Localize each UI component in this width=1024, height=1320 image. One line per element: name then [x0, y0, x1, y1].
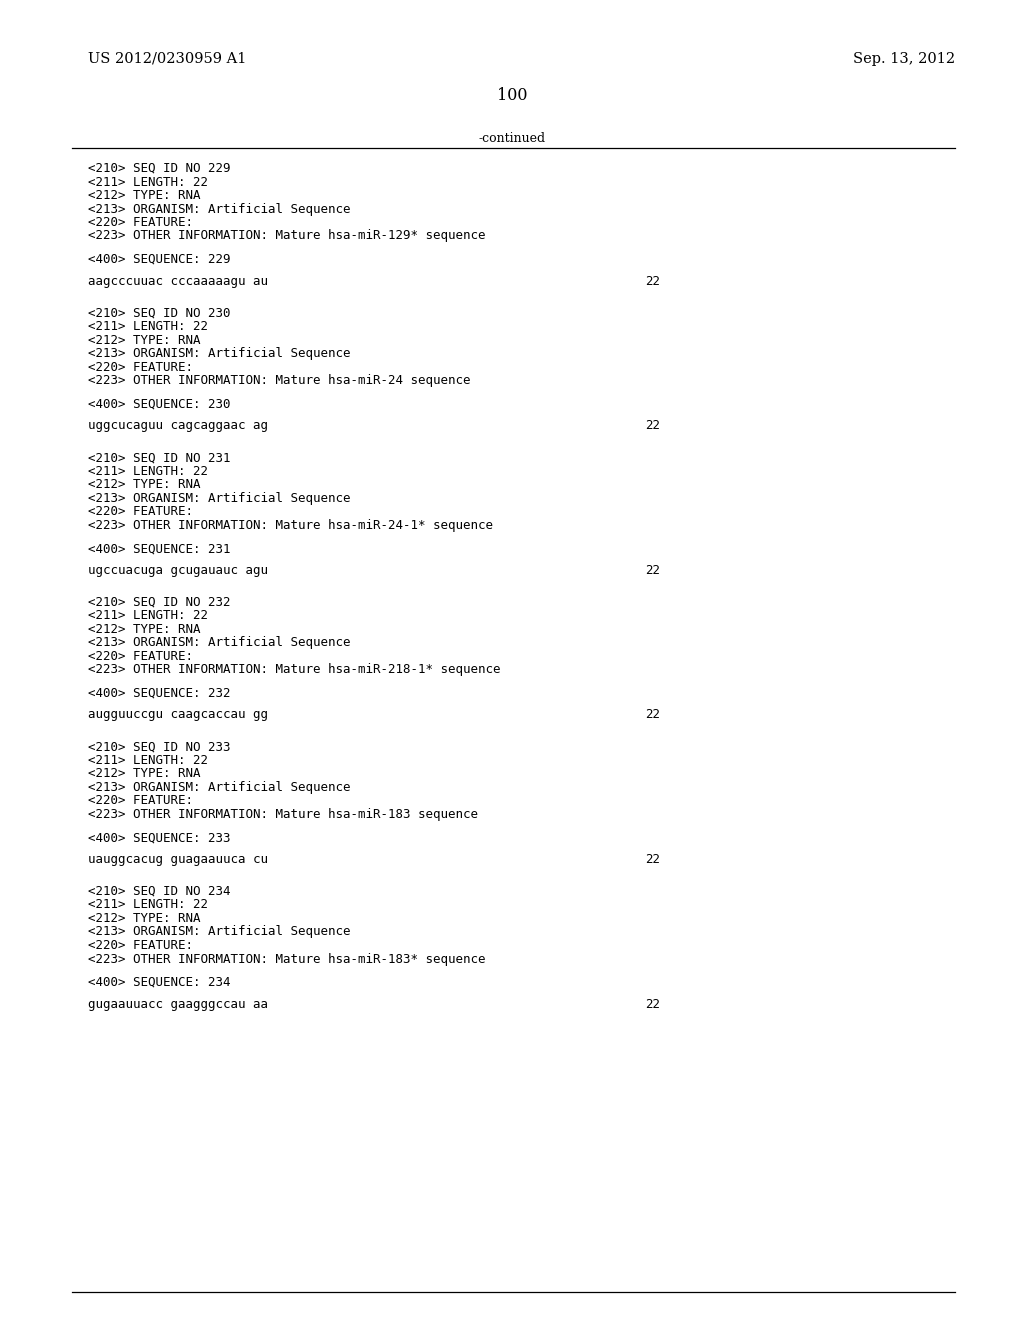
Text: <211> LENGTH: 22: <211> LENGTH: 22: [88, 899, 208, 912]
Text: gugaauuacc gaagggccau aa: gugaauuacc gaagggccau aa: [88, 998, 268, 1011]
Text: 22: 22: [645, 420, 660, 432]
Text: <212> TYPE: RNA: <212> TYPE: RNA: [88, 623, 201, 636]
Text: <223> OTHER INFORMATION: Mature hsa-miR-24-1* sequence: <223> OTHER INFORMATION: Mature hsa-miR-…: [88, 519, 493, 532]
Text: augguuccgu caagcaccau gg: augguuccgu caagcaccau gg: [88, 709, 268, 722]
Text: <210> SEQ ID NO 234: <210> SEQ ID NO 234: [88, 884, 230, 898]
Text: 100: 100: [497, 87, 527, 104]
Text: <213> ORGANISM: Artificial Sequence: <213> ORGANISM: Artificial Sequence: [88, 491, 350, 504]
Text: <210> SEQ ID NO 232: <210> SEQ ID NO 232: [88, 595, 230, 609]
Text: aagcccuuac cccaaaaagu au: aagcccuuac cccaaaaagu au: [88, 275, 268, 288]
Text: -continued: -continued: [478, 132, 546, 145]
Text: 22: 22: [645, 998, 660, 1011]
Text: <400> SEQUENCE: 231: <400> SEQUENCE: 231: [88, 543, 230, 556]
Text: <213> ORGANISM: Artificial Sequence: <213> ORGANISM: Artificial Sequence: [88, 202, 350, 215]
Text: <400> SEQUENCE: 234: <400> SEQUENCE: 234: [88, 975, 230, 989]
Text: <220> FEATURE:: <220> FEATURE:: [88, 795, 193, 808]
Text: <212> TYPE: RNA: <212> TYPE: RNA: [88, 478, 201, 491]
Text: <400> SEQUENCE: 229: <400> SEQUENCE: 229: [88, 253, 230, 267]
Text: <212> TYPE: RNA: <212> TYPE: RNA: [88, 189, 201, 202]
Text: <210> SEQ ID NO 233: <210> SEQ ID NO 233: [88, 741, 230, 754]
Text: <220> FEATURE:: <220> FEATURE:: [88, 360, 193, 374]
Text: <400> SEQUENCE: 232: <400> SEQUENCE: 232: [88, 686, 230, 700]
Text: <211> LENGTH: 22: <211> LENGTH: 22: [88, 610, 208, 622]
Text: <213> ORGANISM: Artificial Sequence: <213> ORGANISM: Artificial Sequence: [88, 925, 350, 939]
Text: 22: 22: [645, 564, 660, 577]
Text: <212> TYPE: RNA: <212> TYPE: RNA: [88, 912, 201, 925]
Text: uggcucaguu cagcaggaac ag: uggcucaguu cagcaggaac ag: [88, 420, 268, 432]
Text: 22: 22: [645, 709, 660, 722]
Text: <220> FEATURE:: <220> FEATURE:: [88, 649, 193, 663]
Text: <210> SEQ ID NO 229: <210> SEQ ID NO 229: [88, 162, 230, 176]
Text: ugccuacuga gcugauauc agu: ugccuacuga gcugauauc agu: [88, 564, 268, 577]
Text: <220> FEATURE:: <220> FEATURE:: [88, 939, 193, 952]
Text: 22: 22: [645, 275, 660, 288]
Text: <212> TYPE: RNA: <212> TYPE: RNA: [88, 334, 201, 347]
Text: <213> ORGANISM: Artificial Sequence: <213> ORGANISM: Artificial Sequence: [88, 347, 350, 360]
Text: <223> OTHER INFORMATION: Mature hsa-miR-183 sequence: <223> OTHER INFORMATION: Mature hsa-miR-…: [88, 808, 478, 821]
Text: US 2012/0230959 A1: US 2012/0230959 A1: [88, 51, 247, 66]
Text: <400> SEQUENCE: 233: <400> SEQUENCE: 233: [88, 832, 230, 845]
Text: <223> OTHER INFORMATION: Mature hsa-miR-24 sequence: <223> OTHER INFORMATION: Mature hsa-miR-…: [88, 374, 470, 387]
Text: uauggcacug guagaauuca cu: uauggcacug guagaauuca cu: [88, 853, 268, 866]
Text: 22: 22: [645, 853, 660, 866]
Text: <212> TYPE: RNA: <212> TYPE: RNA: [88, 767, 201, 780]
Text: <210> SEQ ID NO 231: <210> SEQ ID NO 231: [88, 451, 230, 465]
Text: <220> FEATURE:: <220> FEATURE:: [88, 506, 193, 519]
Text: <223> OTHER INFORMATION: Mature hsa-miR-129* sequence: <223> OTHER INFORMATION: Mature hsa-miR-…: [88, 230, 485, 243]
Text: <210> SEQ ID NO 230: <210> SEQ ID NO 230: [88, 306, 230, 319]
Text: <213> ORGANISM: Artificial Sequence: <213> ORGANISM: Artificial Sequence: [88, 781, 350, 793]
Text: <213> ORGANISM: Artificial Sequence: <213> ORGANISM: Artificial Sequence: [88, 636, 350, 649]
Text: <400> SEQUENCE: 230: <400> SEQUENCE: 230: [88, 397, 230, 411]
Text: <211> LENGTH: 22: <211> LENGTH: 22: [88, 465, 208, 478]
Text: <211> LENGTH: 22: <211> LENGTH: 22: [88, 319, 208, 333]
Text: <223> OTHER INFORMATION: Mature hsa-miR-218-1* sequence: <223> OTHER INFORMATION: Mature hsa-miR-…: [88, 663, 501, 676]
Text: <211> LENGTH: 22: <211> LENGTH: 22: [88, 754, 208, 767]
Text: <211> LENGTH: 22: <211> LENGTH: 22: [88, 176, 208, 189]
Text: <220> FEATURE:: <220> FEATURE:: [88, 216, 193, 228]
Text: Sep. 13, 2012: Sep. 13, 2012: [853, 51, 955, 66]
Text: <223> OTHER INFORMATION: Mature hsa-miR-183* sequence: <223> OTHER INFORMATION: Mature hsa-miR-…: [88, 953, 485, 965]
